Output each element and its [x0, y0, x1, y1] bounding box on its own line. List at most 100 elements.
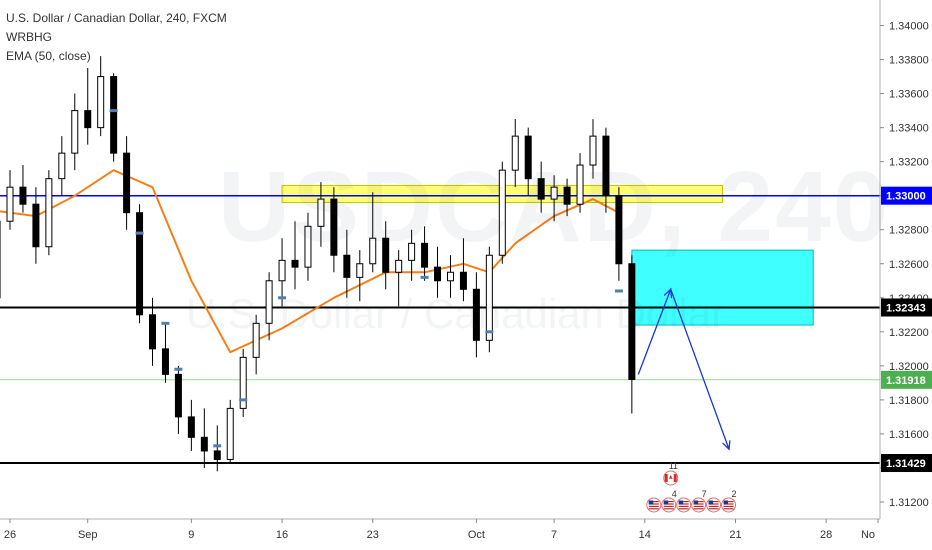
- y-tick-label: 1.34000: [889, 21, 929, 33]
- candle-Sep-11[interactable]: [213, 425, 221, 472]
- usa-flag-icon[interactable]: [706, 497, 722, 513]
- gap-marker: [278, 296, 287, 300]
- usa-flag-icon[interactable]: 7: [691, 489, 707, 513]
- x-tick-label: 21: [729, 529, 741, 541]
- candle-Sep-22[interactable]: [356, 250, 364, 302]
- candle-Sep-12[interactable]: [226, 399, 234, 463]
- time-axis-panel[interactable]: [0, 519, 932, 550]
- gap-marker: [420, 275, 429, 279]
- svg-text:1.33000: 1.33000: [886, 191, 926, 203]
- candle-Sep-21[interactable]: [343, 229, 351, 298]
- candle-Aug-28[interactable]: [32, 187, 40, 264]
- candle-Sep-24[interactable]: [382, 221, 390, 290]
- candle-Sep-3[interactable]: [110, 73, 118, 162]
- candle-Sep-2[interactable]: [97, 56, 105, 137]
- candle-Oct-1[interactable]: [472, 272, 480, 358]
- y-tick-label: 1.32000: [889, 361, 929, 373]
- event-count: 11: [669, 461, 678, 471]
- legend-indicator-ema[interactable]: EMA (50, close): [6, 49, 91, 63]
- x-tick-label: 16: [276, 529, 288, 541]
- candle-Sep-16[interactable]: [278, 238, 286, 307]
- canada-flag-icon[interactable]: 11: [663, 461, 679, 486]
- candle-Sep-9[interactable]: [187, 399, 195, 451]
- candle-Sep-29[interactable]: [446, 255, 454, 298]
- gap-marker: [485, 330, 494, 334]
- usa-flag-icon[interactable]: [646, 497, 662, 513]
- candle-Sep-25[interactable]: [395, 250, 403, 307]
- candle-Sep-8[interactable]: [174, 365, 182, 434]
- candle-Oct-7[interactable]: [550, 175, 558, 222]
- candle-Oct-8[interactable]: [563, 178, 571, 217]
- candle-Sep-23[interactable]: [369, 192, 377, 273]
- candle-Aug-30[interactable]: [58, 136, 66, 196]
- arrow-head-up: [663, 287, 673, 299]
- candle-Aug-29[interactable]: [45, 170, 53, 256]
- y-tick-label: 1.33200: [889, 157, 929, 169]
- candle-Sep-15[interactable]: [265, 272, 273, 341]
- candle-Oct-11[interactable]: [602, 127, 610, 213]
- horizontal-levels-layer: [0, 194, 880, 465]
- candle-Oct-12[interactable]: [615, 187, 623, 281]
- candle-Oct-13[interactable]: [628, 255, 636, 414]
- svg-text:1.31918: 1.31918: [886, 375, 926, 387]
- candle-Sep-27[interactable]: [421, 226, 429, 281]
- ema-layer: [0, 169, 620, 354]
- candle-Sep-6[interactable]: [149, 297, 157, 366]
- candle-Sep-7[interactable]: [161, 323, 169, 383]
- candle-Sep-5[interactable]: [136, 204, 144, 324]
- svg-text:1.31429: 1.31429: [886, 458, 926, 470]
- y-tick-label: 1.32600: [889, 259, 929, 271]
- arrow-head-down: [722, 440, 731, 451]
- chart-legend: U.S. Dollar / Canadian Dollar, 240, FXCM…: [6, 9, 227, 66]
- candle-Aug-27[interactable]: [19, 165, 27, 213]
- y-tick-label: 1.33400: [889, 123, 929, 135]
- candle-Oct-3[interactable]: [498, 161, 506, 264]
- x-tick-label: No: [861, 529, 875, 541]
- candle-Sep-26[interactable]: [408, 229, 416, 281]
- candle-Sep-30[interactable]: [459, 238, 467, 302]
- event-count: 2: [732, 489, 737, 499]
- candle-Sep-1[interactable]: [84, 68, 92, 145]
- candle-Oct-6[interactable]: [537, 161, 545, 213]
- candle-Sep-20[interactable]: [330, 187, 338, 273]
- ema-50-line[interactable]: [0, 169, 620, 354]
- candle-Oct-2[interactable]: [485, 246, 493, 353]
- candle-Oct-5[interactable]: [524, 127, 532, 196]
- candle-Sep-14[interactable]: [252, 314, 260, 375]
- candle-Oct-9[interactable]: [576, 153, 584, 213]
- candle-Oct-4[interactable]: [511, 119, 519, 188]
- usa-flag-icon[interactable]: 4: [661, 489, 677, 513]
- x-tick-label: 14: [639, 529, 651, 541]
- y-tick-label: 1.33800: [889, 55, 929, 67]
- price-badge-1.32343[interactable]: 1.32343: [881, 298, 932, 317]
- candle-Oct-10[interactable]: [589, 119, 597, 179]
- gap-marker: [135, 231, 144, 235]
- usa-flag-icon[interactable]: 2: [721, 489, 737, 513]
- x-tick-label: Sep: [78, 529, 98, 541]
- candle-Aug-26[interactable]: [6, 170, 14, 230]
- y-tick-label: 1.31800: [889, 395, 929, 407]
- price-badge-1.31918[interactable]: 1.31918: [881, 370, 932, 389]
- x-tick-label: 26: [4, 529, 16, 541]
- candle-Sep-10[interactable]: [200, 408, 208, 468]
- candle-Sep-18[interactable]: [304, 212, 312, 281]
- price-badge-1.31429[interactable]: 1.31429: [881, 454, 932, 473]
- legend-indicator-wrbhg[interactable]: WRBHG: [6, 30, 52, 44]
- usa-flag-icon[interactable]: [676, 497, 692, 513]
- watermark-ticker: USDCAD, 240: [218, 151, 891, 263]
- candle-Sep-19[interactable]: [317, 182, 325, 247]
- x-tick-label: 7: [551, 529, 557, 541]
- candle-Sep-17[interactable]: [291, 221, 299, 290]
- gap-marker: [213, 444, 222, 448]
- candle-Aug-31[interactable]: [71, 93, 79, 171]
- price-badge-1.33000[interactable]: 1.33000: [881, 186, 932, 205]
- y-tick-label: 1.32800: [889, 225, 929, 237]
- candle-Sep-13[interactable]: [239, 348, 247, 417]
- x-tick-label: 28: [820, 529, 832, 541]
- y-tick-label: 1.31600: [889, 429, 929, 441]
- candle-Sep-28[interactable]: [434, 246, 442, 298]
- legend-symbol[interactable]: U.S. Dollar / Canadian Dollar, 240, FXCM: [6, 11, 227, 25]
- candle-Sep-4[interactable]: [123, 136, 131, 230]
